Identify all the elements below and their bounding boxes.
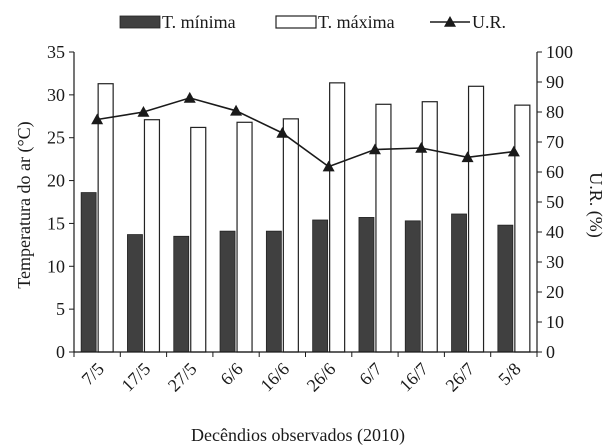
- y2-tick-label: 0: [546, 342, 555, 362]
- y-tick-label: 10: [47, 256, 65, 276]
- ur-line: [91, 91, 520, 172]
- y2-tick-label: 40: [546, 222, 564, 242]
- y2-tick-label: 30: [546, 252, 564, 272]
- bar-t-maxima: [375, 103, 392, 353]
- y-tick-label: 20: [47, 171, 65, 191]
- bar-t-maxima: [190, 126, 207, 353]
- y-tick-label: 25: [47, 128, 65, 148]
- x-tick-label: 17/5: [117, 359, 154, 396]
- y2-tick-label: 10: [546, 312, 564, 332]
- ur-point: [183, 91, 196, 103]
- ur-point: [276, 127, 289, 138]
- y2-tick-label: 90: [546, 72, 564, 92]
- y-axis-label: Temperatura do ar (°C): [14, 121, 35, 288]
- bar-t-minima: [404, 220, 421, 353]
- ur-point: [91, 113, 104, 125]
- legend-label-ur: U.R.: [472, 12, 506, 32]
- ur-series-line: [97, 97, 514, 168]
- legend: T. mínima T. máxima U.R.: [119, 12, 506, 32]
- y2-tick-label: 50: [546, 192, 564, 212]
- y-tick-label: 15: [47, 213, 65, 233]
- x-tick-label: 7/5: [78, 359, 108, 389]
- x-axis-label: Decêndios observados (2010): [191, 425, 405, 446]
- legend-swatch-t-minima: [119, 15, 161, 29]
- y-tick-label: 35: [47, 42, 65, 62]
- bar-t-maxima: [236, 121, 253, 353]
- bar-t-minima: [127, 234, 143, 353]
- x-tick-label: 5/8: [494, 359, 524, 389]
- ur-point: [322, 160, 335, 172]
- ur-point: [461, 151, 474, 163]
- y2-tick-label: 70: [546, 132, 564, 152]
- ur-point: [368, 143, 381, 155]
- x-tick-label: 26/7: [442, 359, 479, 396]
- x-tick-label: 27/5: [164, 359, 201, 396]
- bar-t-minima: [312, 219, 329, 353]
- y-tick-label: 0: [56, 342, 65, 362]
- y2-tick-label: 80: [546, 102, 564, 122]
- bar-t-minima: [451, 213, 467, 353]
- y2-tick-label: 100: [546, 42, 573, 62]
- x-tick-label: 26/6: [303, 359, 340, 396]
- bar-t-maxima: [143, 119, 161, 353]
- bar-t-minima: [173, 235, 190, 353]
- y2-tick-label: 20: [546, 282, 564, 302]
- y-tick-label: 30: [47, 85, 65, 105]
- x-tick-label: 6/7: [355, 359, 385, 389]
- legend-label-t-maxima: T. máxima: [318, 12, 395, 32]
- bar-t-minima: [265, 230, 282, 353]
- bars: [80, 82, 531, 353]
- bar-t-maxima: [329, 82, 346, 353]
- bar-t-maxima: [514, 104, 531, 353]
- legend-marker-ur: [444, 16, 456, 27]
- y-tick-label: 5: [56, 299, 65, 319]
- bar-t-minima: [497, 224, 514, 353]
- ur-point: [137, 106, 150, 117]
- x-tick-label: 16/6: [256, 359, 293, 396]
- bar-t-maxima: [282, 118, 299, 353]
- ur-point: [230, 104, 243, 116]
- legend-label-t-minima: T. mínima: [162, 12, 236, 32]
- bar-t-maxima: [467, 85, 485, 353]
- x-tick-label: 16/7: [395, 359, 432, 396]
- y2-tick-label: 60: [546, 162, 564, 182]
- axes: 0 5 10 15 20 25 30 35 0 10 20 30 40 50 60 70 80 90 100 7/5 1…: [47, 42, 573, 395]
- x-tick-label: 6/6: [216, 359, 246, 389]
- bar-t-minima: [80, 192, 97, 353]
- bar-t-minima: [219, 230, 236, 353]
- bar-t-minima: [358, 217, 375, 353]
- legend-swatch-t-maxima: [275, 15, 317, 29]
- y2-axis-label: U.R. (%): [585, 172, 606, 238]
- bar-t-maxima: [421, 101, 438, 353]
- ur-point: [415, 142, 428, 153]
- ur-point: [507, 145, 520, 157]
